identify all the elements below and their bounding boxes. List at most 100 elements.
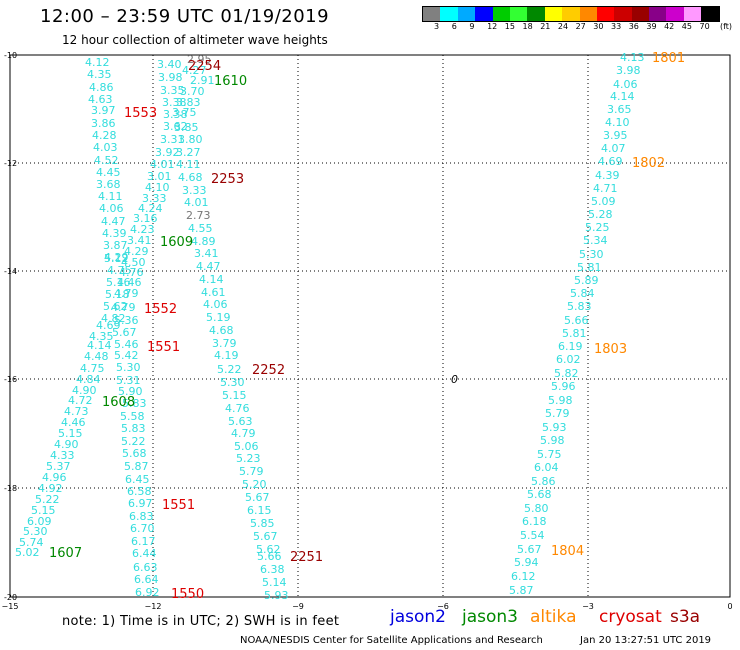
swh-value: 5.15 (222, 389, 247, 402)
legend-label: 6 (451, 22, 457, 31)
swh-value: 5.46 (114, 338, 139, 351)
swh-value: 3.38 (162, 96, 187, 109)
swh-value: 4.23 (130, 223, 155, 236)
swh-value: 4.12 (85, 56, 110, 69)
swh-value: 4.79 (114, 287, 139, 300)
pass-time-label: 2254 (188, 59, 221, 74)
swh-value: 5.18 (105, 288, 130, 301)
swh-value: 3.80 (178, 133, 203, 146)
pass-time-label: 1804 (551, 544, 584, 559)
swh-value: 4.46 (61, 416, 86, 429)
y-tick-label: -20 (4, 593, 17, 602)
swh-value: 5.62 (256, 543, 281, 556)
swh-value: 5.89 (574, 274, 599, 287)
swh-value: 5.68 (122, 447, 147, 460)
legend-label: 18 (522, 22, 533, 31)
swh-value: 6.12 (511, 570, 536, 583)
swh-value: 5.67 (517, 543, 542, 556)
swh-value: 5.84 (570, 287, 595, 300)
swh-value: 4.68 (178, 171, 203, 184)
swh-value: 5.09 (591, 195, 616, 208)
swh-value: 4.90 (54, 438, 79, 451)
legend-label: 45 (681, 22, 692, 31)
pass-time-label: 1801 (652, 51, 685, 66)
swh-value: 4.01 (184, 196, 209, 209)
swh-value: 5.98 (540, 434, 565, 447)
swh-value: 3.85 (174, 121, 199, 134)
swh-value: 4.69 (96, 319, 121, 332)
legend-swatch (527, 7, 545, 21)
swh-value: 5.80 (524, 502, 549, 515)
swh-value: 3.83 (176, 96, 201, 109)
swh-value: 4.68 (209, 324, 234, 337)
swh-value: 5.87 (124, 460, 149, 473)
legend-swatch (683, 7, 702, 21)
island-marker: 0 (451, 373, 458, 386)
swh-value: 4.06 (99, 202, 124, 215)
swh-value: 5.12 (104, 252, 129, 265)
swh-value: 4.14 (610, 90, 635, 103)
swh-legend-labels: 3 6 9 12 15 18 21 24 27 30 33 36 39 42 45 70 (ft) (422, 22, 740, 34)
swh-value: 5.96 (551, 380, 576, 393)
swh-value: 4.89 (191, 235, 216, 248)
pass-time-label: 1608 (102, 395, 135, 410)
swh-value: 6.04 (534, 461, 559, 474)
swh-value: 4.28 (92, 129, 117, 142)
legend-label: 24 (557, 22, 569, 31)
swh-value: 4.72 (68, 394, 93, 407)
swh-value: 5.22 (121, 435, 146, 448)
swh-value: 5.98 (548, 394, 573, 407)
swh-value: 5.67 (112, 326, 137, 339)
swh-value: 5.66 (257, 550, 282, 563)
satellite-jason3: jason3 (462, 607, 518, 627)
swh-value: 5.58 (120, 410, 145, 423)
legend-swatch (544, 7, 563, 21)
satellite-jason2: jason2 (390, 607, 446, 627)
swh-value: 3.70 (180, 85, 205, 98)
swh-value: 5.37 (46, 460, 71, 473)
swh-value: 4.92 (38, 482, 63, 495)
swh-value: 5.83 (122, 397, 147, 410)
swh-color-legend (422, 6, 720, 22)
legend-label: 12 (487, 22, 498, 31)
swh-value: 4.96 (42, 471, 67, 484)
swh-value: 4.86 (89, 81, 114, 94)
swh-value: 4.61 (201, 286, 226, 299)
swh-value: 4.27 (182, 64, 207, 77)
y-tick-label: -18 (4, 484, 17, 493)
x-tick-label: 0 (727, 602, 732, 611)
swh-value: 5.16 (106, 276, 131, 289)
x-tick-label: −9 (292, 602, 304, 611)
swh-value: 2.73 (186, 209, 211, 222)
pass-time-label: 1610 (214, 74, 247, 89)
x-tick-label: −6 (437, 602, 449, 611)
swh-value: 4.76 (119, 266, 144, 279)
swh-value: 4.06 (613, 78, 638, 91)
pass-time-label: 2252 (252, 363, 285, 378)
swh-value: 5.90 (118, 385, 143, 398)
swh-value: 4.79 (231, 427, 256, 440)
legend-label: 36 (628, 22, 639, 31)
credit-text: NOAA/NESDIS Center for Satellite Applica… (240, 635, 543, 646)
legend-label: 3 (434, 22, 440, 31)
swh-value: 4.19 (214, 349, 239, 362)
pass-time-label: 1553 (124, 106, 157, 121)
swh-value: 5.54 (520, 529, 545, 542)
swh-value: 4.71 (593, 182, 618, 195)
swh-value: 4.47 (196, 260, 221, 273)
legend-swatch (596, 7, 615, 21)
swh-value: 5.81 (562, 327, 587, 340)
swh-value: 6.64 (134, 573, 159, 586)
swh-value: 4.35 (89, 330, 114, 343)
swh-value: 2.95 (187, 53, 212, 66)
y-tick-label: -14 (4, 267, 17, 276)
swh-value: 5.02 (15, 546, 40, 559)
swh-value: 3.79 (212, 337, 237, 350)
legend-swatch (649, 7, 667, 21)
swh-value: 5.75 (537, 448, 562, 461)
swh-value: 4.13 (620, 51, 645, 64)
legend-swatch (701, 7, 719, 21)
swh-value: 5.23 (236, 452, 261, 465)
legend-label: 15 (504, 22, 515, 31)
